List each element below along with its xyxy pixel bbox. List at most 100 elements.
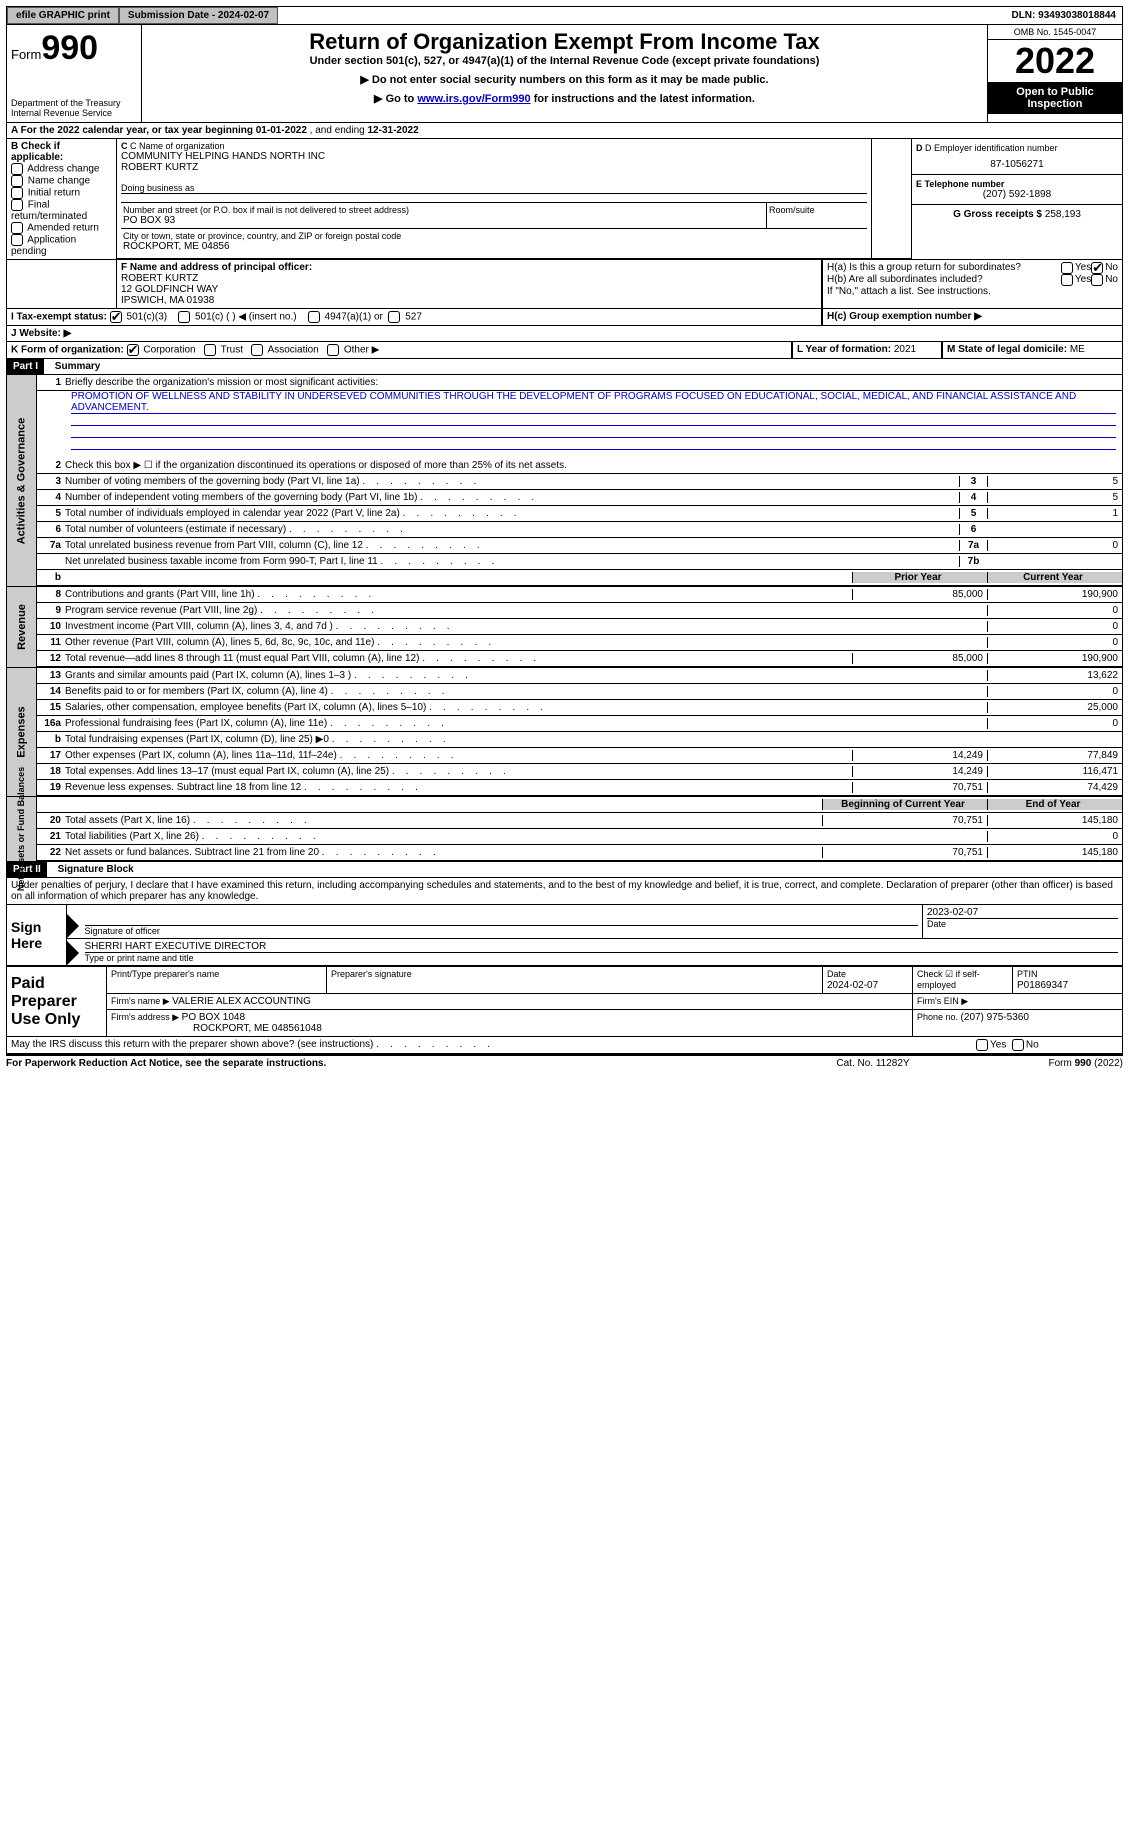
form-title: Return of Organization Exempt From Incom… — [146, 29, 983, 55]
line-18-current: 116,471 — [987, 766, 1122, 777]
part2-heading: Signature Block — [50, 864, 134, 875]
discuss-yes-checkbox[interactable] — [976, 1039, 988, 1051]
part2-badge: Part II — [7, 862, 47, 877]
firm-addr-label: Firm's address ▶ — [111, 1012, 182, 1022]
discuss-label: May the IRS discuss this return with the… — [7, 1037, 972, 1053]
line-17-current: 77,849 — [987, 750, 1122, 761]
tax-year: 2022 — [988, 40, 1122, 82]
mission-text: PROMOTION OF WELLNESS AND STABILITY IN U… — [71, 391, 1116, 414]
footer-left: For Paperwork Reduction Act Notice, see … — [6, 1058, 773, 1069]
footer-mid: Cat. No. 11282Y — [773, 1058, 973, 1069]
corp-checkbox[interactable] — [127, 344, 139, 356]
tax-exempt-label: I Tax-exempt status: — [11, 312, 107, 323]
ssn-note: ▶ Do not enter social security numbers o… — [146, 73, 983, 86]
line-14-text: Benefits paid to or for members (Part IX… — [65, 686, 852, 697]
h-c-label: H(c) Group exemption number ▶ — [822, 309, 1122, 325]
org-name-1: COMMUNITY HELPING HANDS NORTH INC — [121, 151, 867, 162]
ha-yes-checkbox[interactable] — [1061, 262, 1073, 274]
street-value: PO BOX 93 — [123, 215, 764, 226]
ptin-value: P01869347 — [1017, 980, 1068, 991]
firm-name-label: Firm's name ▶ — [111, 996, 172, 1006]
org-name-2: ROBERT KURTZ — [121, 162, 867, 173]
year-formation-value: 2021 — [894, 344, 916, 355]
line-19-current: 74,429 — [987, 782, 1122, 793]
h-a-label: H(a) Is this a group return for subordin… — [827, 262, 1061, 274]
h-b-label: H(b) Are all subordinates included? — [827, 274, 1061, 286]
501c-checkbox[interactable] — [178, 311, 190, 323]
prep-date-label: Date — [827, 969, 846, 979]
checkbox-amended-return[interactable] — [11, 222, 23, 234]
line-17-text: Other expenses (Part IX, column (A), lin… — [65, 750, 852, 761]
line-3-value: 5 — [987, 476, 1122, 487]
line-22-prior: 70,751 — [822, 847, 987, 858]
line-15-text: Salaries, other compensation, employee b… — [65, 702, 852, 713]
checkbox-final-return-terminated[interactable] — [11, 199, 23, 211]
room-label: Room/suite — [767, 203, 867, 228]
efile-print-button[interactable]: efile GRAPHIC print — [7, 7, 119, 24]
line-5-value: 1 — [987, 508, 1122, 519]
dba-label: Doing business as — [121, 183, 867, 194]
firm-name-value: VALERIE ALEX ACCOUNTING — [172, 996, 311, 1007]
501c3-checkbox[interactable] — [110, 311, 122, 323]
4947-checkbox[interactable] — [308, 311, 320, 323]
h-b-note: If "No," attach a list. See instructions… — [827, 286, 1118, 297]
line-3-text: Number of voting members of the governin… — [65, 476, 959, 487]
city-label: City or town, state or province, country… — [123, 231, 865, 241]
typed-name-label: Type or print name and title — [85, 952, 1119, 963]
form-subtitle: Under section 501(c), 527, or 4947(a)(1)… — [146, 55, 983, 67]
checkbox-initial-return[interactable] — [11, 187, 23, 199]
form-org-label: K Form of organization: — [11, 345, 124, 356]
self-employed-label: Check ☑ if self-employed — [913, 967, 1013, 994]
line-9-current: 0 — [987, 605, 1122, 616]
section-B: B Check if applicable: Address change Na… — [7, 139, 117, 259]
line-11-text: Other revenue (Part VIII, column (A), li… — [65, 637, 852, 648]
checkbox-name-change[interactable] — [11, 175, 23, 187]
line-17-prior: 14,249 — [852, 750, 987, 761]
assoc-checkbox[interactable] — [251, 344, 263, 356]
line-8-prior: 85,000 — [852, 589, 987, 600]
other-checkbox[interactable] — [327, 344, 339, 356]
hb-no-checkbox[interactable] — [1091, 274, 1103, 286]
street-label: Number and street (or P.O. box if mail i… — [123, 205, 764, 215]
line-19-prior: 70,751 — [852, 782, 987, 793]
line-9-text: Program service revenue (Part VIII, line… — [65, 605, 852, 616]
omb-number: OMB No. 1545-0047 — [988, 25, 1122, 40]
line-20-text: Total assets (Part X, line 16) — [65, 815, 822, 826]
line-b-text: Total fundraising expenses (Part IX, col… — [65, 734, 852, 745]
c-name-label: C C Name of organization — [121, 141, 867, 151]
submission-date-button[interactable]: Submission Date - 2024-02-07 — [119, 7, 278, 24]
open-inspection-label: Open to Public Inspection — [988, 82, 1122, 114]
hb-yes-checkbox[interactable] — [1061, 274, 1073, 286]
firm-addr2: ROCKPORT, ME 048561048 — [111, 1023, 322, 1034]
dept-label: Department of the Treasury Internal Reve… — [11, 98, 137, 118]
line-7a-value: 0 — [987, 540, 1122, 551]
sidebar-net-assets: Net Assets or Fund Balances — [7, 797, 37, 861]
line-21-current: 0 — [987, 831, 1122, 842]
phone-label: E Telephone number — [916, 179, 1118, 189]
officer-addr2: IPSWICH, MA 01938 — [121, 295, 817, 306]
line-21-text: Total liabilities (Part X, line 26) — [65, 831, 822, 842]
checkbox-address-change[interactable] — [11, 163, 23, 175]
discuss-no-checkbox[interactable] — [1012, 1039, 1024, 1051]
checkbox-application-pending[interactable] — [11, 234, 23, 246]
gross-receipts-value: 258,193 — [1045, 209, 1081, 220]
part1-heading: Summary — [47, 361, 101, 372]
line-11-current: 0 — [987, 637, 1122, 648]
line-12-text: Total revenue—add lines 8 through 11 (mu… — [65, 653, 852, 664]
527-checkbox[interactable] — [388, 311, 400, 323]
typed-name: SHERRI HART EXECUTIVE DIRECTOR — [85, 941, 1119, 952]
line-5-text: Total number of individuals employed in … — [65, 508, 959, 519]
firm-ein-label: Firm's EIN ▶ — [917, 996, 968, 1006]
line2-text: Check this box ▶ ☐ if the organization d… — [65, 460, 1122, 471]
sidebar-governance: Activities & Governance — [7, 375, 37, 586]
line-4-value: 5 — [987, 492, 1122, 503]
line-16a-text: Professional fundraising fees (Part IX, … — [65, 718, 852, 729]
sidebar-revenue: Revenue — [7, 587, 37, 667]
ha-no-checkbox[interactable] — [1091, 262, 1103, 274]
officer-addr1: 12 GOLDFINCH WAY — [121, 284, 817, 295]
line-13-text: Grants and similar amounts paid (Part IX… — [65, 670, 852, 681]
irs-link[interactable]: www.irs.gov/Form990 — [417, 93, 530, 105]
prep-sig-label: Preparer's signature — [331, 969, 818, 979]
trust-checkbox[interactable] — [204, 344, 216, 356]
footer-right: Form 990 (2022) — [973, 1058, 1123, 1069]
